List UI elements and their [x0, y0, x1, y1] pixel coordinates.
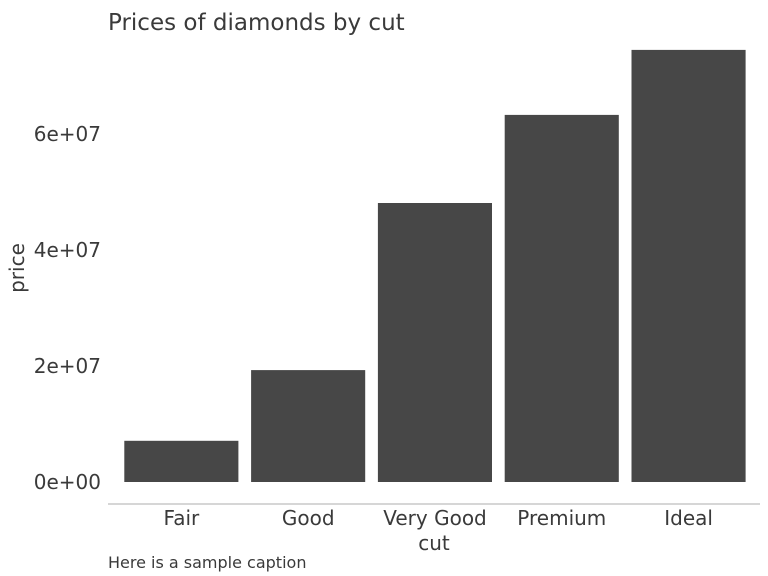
x-tick-label: Ideal	[664, 506, 713, 530]
bar-premium	[504, 114, 619, 483]
y-tick-label: 6e+07	[34, 122, 101, 146]
x-axis-label: cut	[418, 531, 450, 555]
y-tick-label: 0e+00	[34, 470, 101, 494]
y-axis-label: price	[5, 243, 29, 293]
bar-good	[251, 370, 366, 482]
y-tick-label: 4e+07	[34, 238, 101, 262]
x-axis-ticks: Fair Good Very Good Premium Ideal	[164, 506, 713, 530]
y-axis-ticks: 0e+00 2e+07 4e+07 6e+07	[34, 122, 101, 494]
bars-group	[124, 49, 746, 483]
bar-fair	[124, 440, 239, 482]
chart-title: Prices of diamonds by cut	[108, 10, 405, 36]
chart-caption: Here is a sample caption	[108, 553, 306, 572]
x-tick-label: Fair	[164, 506, 200, 530]
x-tick-label: Good	[282, 506, 335, 530]
x-tick-label: Premium	[517, 506, 606, 530]
y-tick-label: 2e+07	[34, 354, 101, 378]
x-tick-label: Very Good	[383, 506, 487, 530]
bar-ideal	[631, 49, 746, 483]
bar-very-good	[377, 203, 492, 482]
